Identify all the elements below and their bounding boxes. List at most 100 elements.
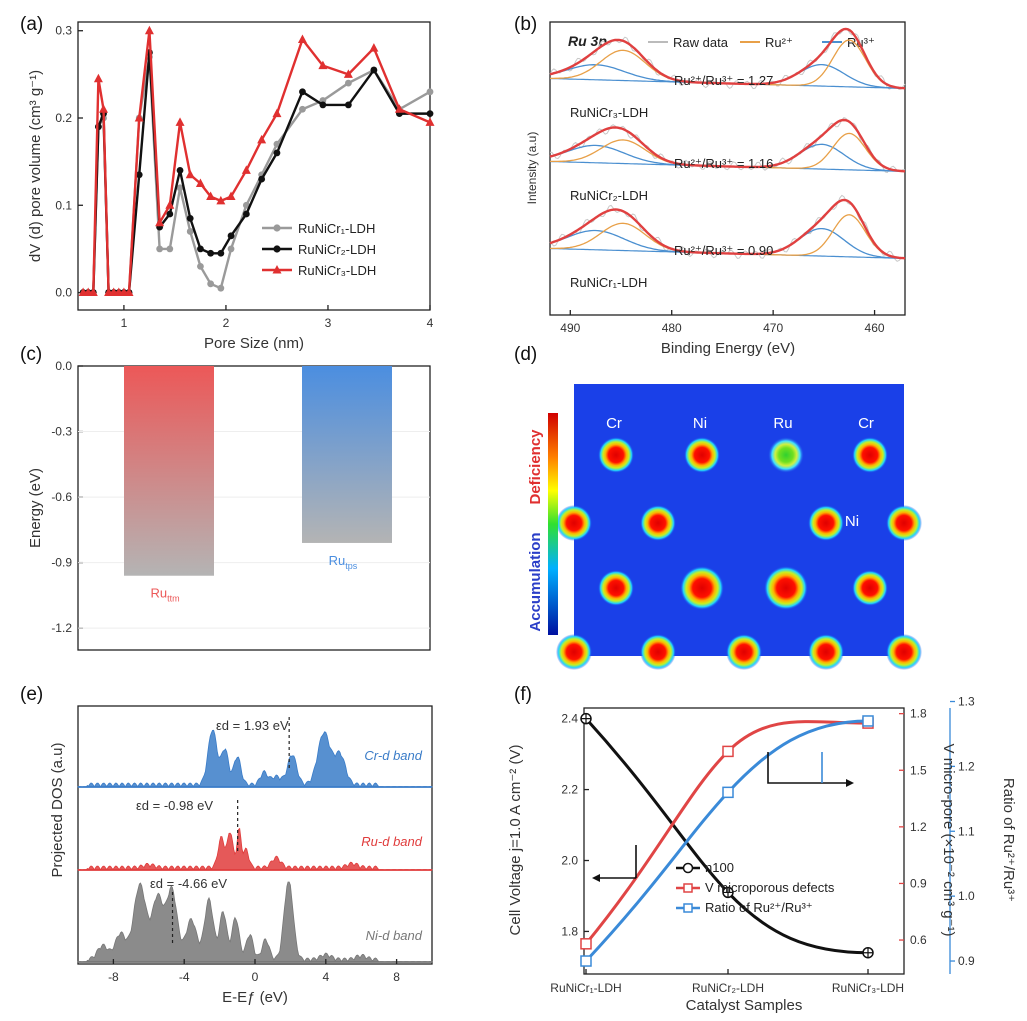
atom-charge-site: [598, 570, 634, 606]
panel-b-ratio-annotation: Ru²⁺/Ru³⁺ = 0.90: [674, 243, 773, 258]
panel-a-point: [197, 262, 204, 270]
panel-f-x-tick-label: RuNiCr₁-LDH: [550, 981, 621, 995]
panel-a-y-tick-label: 0.1: [55, 198, 72, 212]
panel-e-band-name: Ru-d band: [361, 834, 422, 849]
panel-f-right1-tick-label: 0.9: [910, 876, 927, 890]
panel-c-y-axis-label: Energy (eV): [27, 468, 44, 548]
panel-e-x-tick-label: -8: [108, 970, 119, 984]
panel-a-point: [186, 214, 194, 222]
panel-f-frame: [583, 707, 905, 975]
atom-charge-site: [852, 437, 888, 473]
panel-b-title: Ru 3p: [568, 33, 607, 49]
panel-a-series-line-3: [83, 30, 431, 294]
panel-f-point: [580, 955, 592, 967]
panel-a-y-axis-label: dV (d) pore volume (cm³ g⁻¹): [27, 70, 44, 262]
panel-a-point: [344, 101, 352, 109]
panel-f-legend-label: Ratio of Ru²⁺/Ru³⁺: [705, 900, 813, 915]
panel-a-point: [195, 178, 205, 187]
panel-a-y-tick-label: 0.3: [55, 24, 72, 38]
panel-a-pore-size-chart: 1 2 3 4 0.0 0.1 0.2 0.3 RuNiCr₁-LDH RuNiCr₂-LDH R…: [27, 21, 435, 352]
panel-f-legend-label: V microporous defects: [705, 880, 835, 895]
panel-a-point: [369, 43, 379, 52]
panel-c-y-tick-label: -0.3: [51, 425, 72, 439]
atom-charge-site: [640, 505, 676, 541]
panel-c-bar-1: [124, 366, 214, 576]
panel-e-dos-2: [77, 827, 433, 871]
panel-f-right1-tick-label: 1.2: [910, 820, 927, 834]
panel-e-dos-3: [77, 881, 433, 963]
panel-e-y-axis-label: Projected DOS (a.u): [49, 742, 66, 877]
panel-b-sample-label: RuNiCr₂-LDH: [570, 188, 648, 203]
panel-b-legend-label: Ru³⁺: [847, 35, 875, 50]
panel-d-charge-density-map: Deficiency Accumulation Cr Ni Ru Cr Ni: [527, 384, 922, 670]
panel-f-left-tick-label: 2.4: [561, 712, 578, 726]
panel-f-x-axis-label: Catalyst Samples: [686, 997, 803, 1014]
panel-f-point: [862, 715, 874, 727]
panel-c-y-tick-label: 0.0: [55, 359, 72, 373]
panel-f-legend-marker: [683, 903, 693, 913]
atom-charge-site: [886, 505, 922, 541]
panel-a-point: [273, 149, 281, 157]
panel-f-right-axis-label-2: Ratio of Ru²⁺/Ru³⁺: [1000, 778, 1017, 902]
panel-a-legend-marker: [273, 224, 281, 232]
atom-charge-site: [640, 634, 676, 670]
panel-f-left-tick-label: 2.0: [561, 854, 578, 868]
panel-a-point: [166, 210, 174, 218]
panel-c-bar-2: [302, 366, 392, 543]
panel-a-point: [343, 69, 353, 78]
panel-f-point-cross: [723, 887, 733, 898]
atom-charge-site: [852, 570, 888, 606]
arrow-to-left-axis: [596, 845, 637, 879]
panel-a-point: [186, 228, 194, 235]
panel-a-point: [144, 25, 154, 35]
panel-e-x-tick-label: -4: [179, 970, 190, 984]
panel-e-band-name: Cr-d band: [364, 748, 422, 763]
panel-label-d: (d): [514, 344, 537, 365]
panel-f-point: [722, 786, 734, 799]
panel-f-x-tick-label: RuNiCr₂-LDH: [692, 981, 764, 995]
panel-a-legend-label: RuNiCr₃-LDH: [298, 263, 376, 278]
panel-label-b: (b): [514, 14, 537, 35]
panel-b-ratio-annotation: Ru²⁺/Ru³⁺ = 1.16: [674, 156, 773, 171]
panel-e-dos-1: [77, 729, 433, 788]
panel-label-c: (c): [20, 344, 42, 365]
panel-b-x-tick-label: 460: [865, 321, 885, 335]
panel-f-point-cross: [863, 947, 873, 958]
panel-a-y-tick-label: 0.0: [55, 286, 72, 300]
atom-charge-site: [886, 634, 922, 670]
panel-e-x-tick-label: 8: [393, 970, 400, 984]
panel-a-point: [134, 113, 144, 122]
atom-charge-site: [808, 634, 844, 670]
atom-charge-site: [556, 505, 592, 541]
ru-charge-site: [768, 437, 804, 473]
panel-a-point: [185, 169, 195, 179]
panel-a-x-tick-label: 3: [325, 316, 332, 330]
panel-a-point: [155, 217, 165, 227]
panel-a-x-tick-label: 2: [223, 316, 230, 330]
panel-f-right2-tick-label: 1.3: [958, 695, 975, 709]
panel-a-point: [242, 201, 250, 209]
panel-a-point: [344, 79, 352, 87]
panel-e-x-tick-label: 4: [322, 970, 329, 984]
panel-a-point: [226, 191, 236, 201]
panel-c-y-tick-label: -0.6: [51, 490, 72, 504]
atom-charge-site: [598, 437, 634, 473]
panel-a-point: [217, 249, 225, 257]
panel-a-point: [242, 210, 250, 218]
colorbar: [548, 413, 558, 635]
panel-a-point: [88, 287, 98, 297]
panel-e-x-tick-label: 0: [252, 970, 259, 984]
panel-a-point: [206, 191, 216, 201]
panel-a-point: [124, 287, 134, 297]
panel-a-x-tick-label: 4: [427, 316, 434, 330]
panel-label-f: (f): [514, 684, 532, 705]
atom-charge-site: [726, 634, 762, 670]
panel-b-x-axis-label: Binding Energy (eV): [661, 340, 795, 357]
panel-a-point: [176, 166, 184, 174]
panel-e-x-axis-label: E-Eƒ (eV): [222, 989, 288, 1006]
panel-f-right2-tick-label: 1.0: [958, 889, 975, 903]
panel-a-point: [425, 117, 435, 126]
panel-a-legend-label: RuNiCr₁-LDH: [298, 221, 375, 236]
panel-e-pdos-chart: εd = 1.93 eV Cr-d band εd = -0.98 eV Ru-d b…: [49, 705, 433, 1006]
panel-a-point: [197, 245, 204, 253]
